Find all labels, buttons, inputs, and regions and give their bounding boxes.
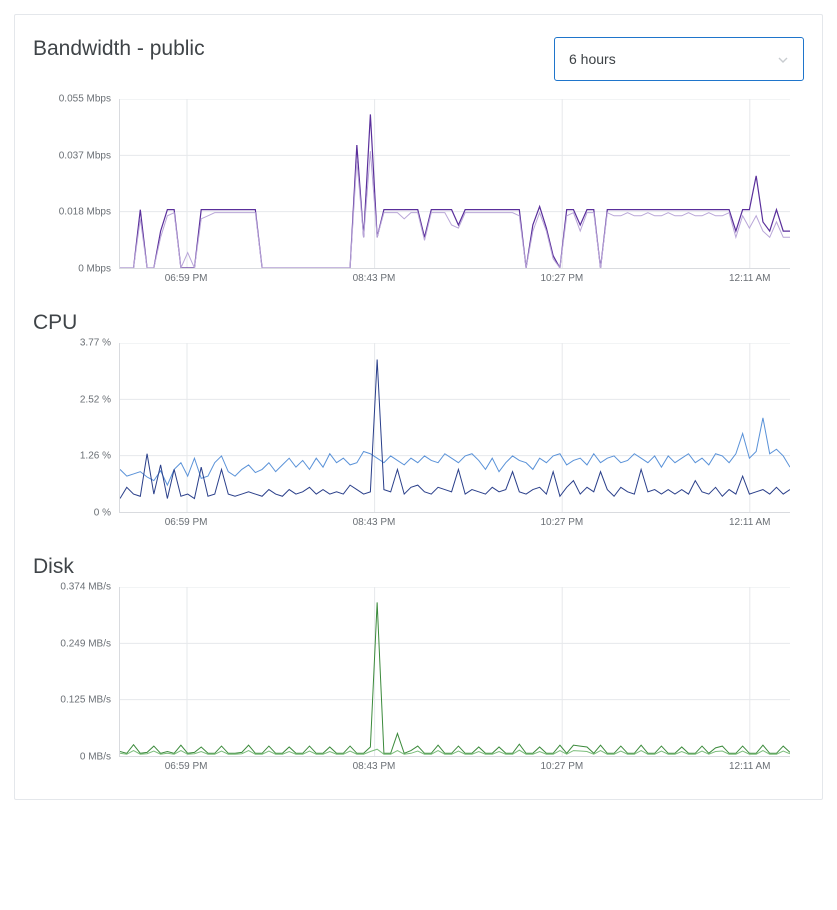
plot-area — [119, 99, 790, 269]
bandwidth-chart-block: 0 Mbps0.018 Mbps0.037 Mbps0.055 Mbps06:5… — [33, 99, 804, 289]
series-line — [120, 418, 790, 485]
y-tick-label: 0.055 Mbps — [59, 94, 111, 105]
plot-area — [119, 343, 790, 513]
time-range-value: 6 hours — [569, 51, 616, 67]
series-line — [120, 360, 790, 499]
disk-chart-block: Disk 0 MB/s 0.125 MB/s 0.249 MB/s 0.374 MB/… — [33, 555, 804, 777]
plot-area — [119, 587, 790, 757]
y-tick-label: 0 MB/s — [80, 752, 111, 763]
x-tick-label: 08:43 PM — [353, 761, 396, 772]
y-tick-label: 0.125 MB/s — [60, 695, 111, 706]
bandwidth-title: Bandwidth - public — [33, 37, 205, 61]
metrics-card: Bandwidth - public 6 hours 0 Mbps 0.018 M… — [14, 14, 823, 800]
y-tick-label: 0.018 Mbps — [59, 207, 111, 218]
y-tick-label: 0.374 MB/s — [60, 582, 111, 593]
time-range-select[interactable]: 6 hours — [554, 37, 804, 81]
y-tick-label: 3.77 % — [80, 338, 111, 349]
x-tick-label: 12:11 AM — [729, 273, 771, 284]
y-tick-label: 1.26 % — [80, 451, 111, 462]
cpu-chart-block: CPU 0 % 1.26 % 2.52 % 3.77 % 06:59 PM 08:43 P… — [33, 311, 804, 533]
x-tick-label: 06:59 PM — [165, 273, 208, 284]
header-row: Bandwidth - public 6 hours — [33, 37, 804, 81]
x-tick-label: 08:43 PM — [353, 273, 396, 284]
y-tick-label: 0 % — [94, 508, 111, 519]
disk-chart: 0 MB/s0.125 MB/s0.249 MB/s0.374 MB/s06:5… — [33, 587, 804, 777]
x-tick-label: 12:11 AM — [729, 761, 771, 772]
cpu-chart: 0 %1.26 %2.52 %3.77 %06:59 PM08:43 PM10:… — [33, 343, 804, 533]
cpu-title: CPU — [33, 311, 804, 335]
x-tick-label: 12:11 AM — [729, 517, 771, 528]
x-tick-label: 08:43 PM — [353, 517, 396, 528]
y-tick-label: 0.037 Mbps — [59, 150, 111, 161]
series-line — [120, 602, 790, 753]
x-tick-label: 10:27 PM — [540, 273, 583, 284]
x-tick-label: 06:59 PM — [165, 517, 208, 528]
disk-title: Disk — [33, 555, 804, 579]
y-tick-label: 2.52 % — [80, 394, 111, 405]
chevron-down-icon — [777, 53, 789, 65]
x-tick-label: 06:59 PM — [165, 761, 208, 772]
x-tick-label: 10:27 PM — [540, 517, 583, 528]
y-tick-label: 0 Mbps — [78, 264, 111, 275]
x-tick-label: 10:27 PM — [540, 761, 583, 772]
bandwidth-chart: 0 Mbps0.018 Mbps0.037 Mbps0.055 Mbps06:5… — [33, 99, 804, 289]
y-tick-label: 0.249 MB/s — [60, 638, 111, 649]
series-line — [120, 114, 790, 268]
